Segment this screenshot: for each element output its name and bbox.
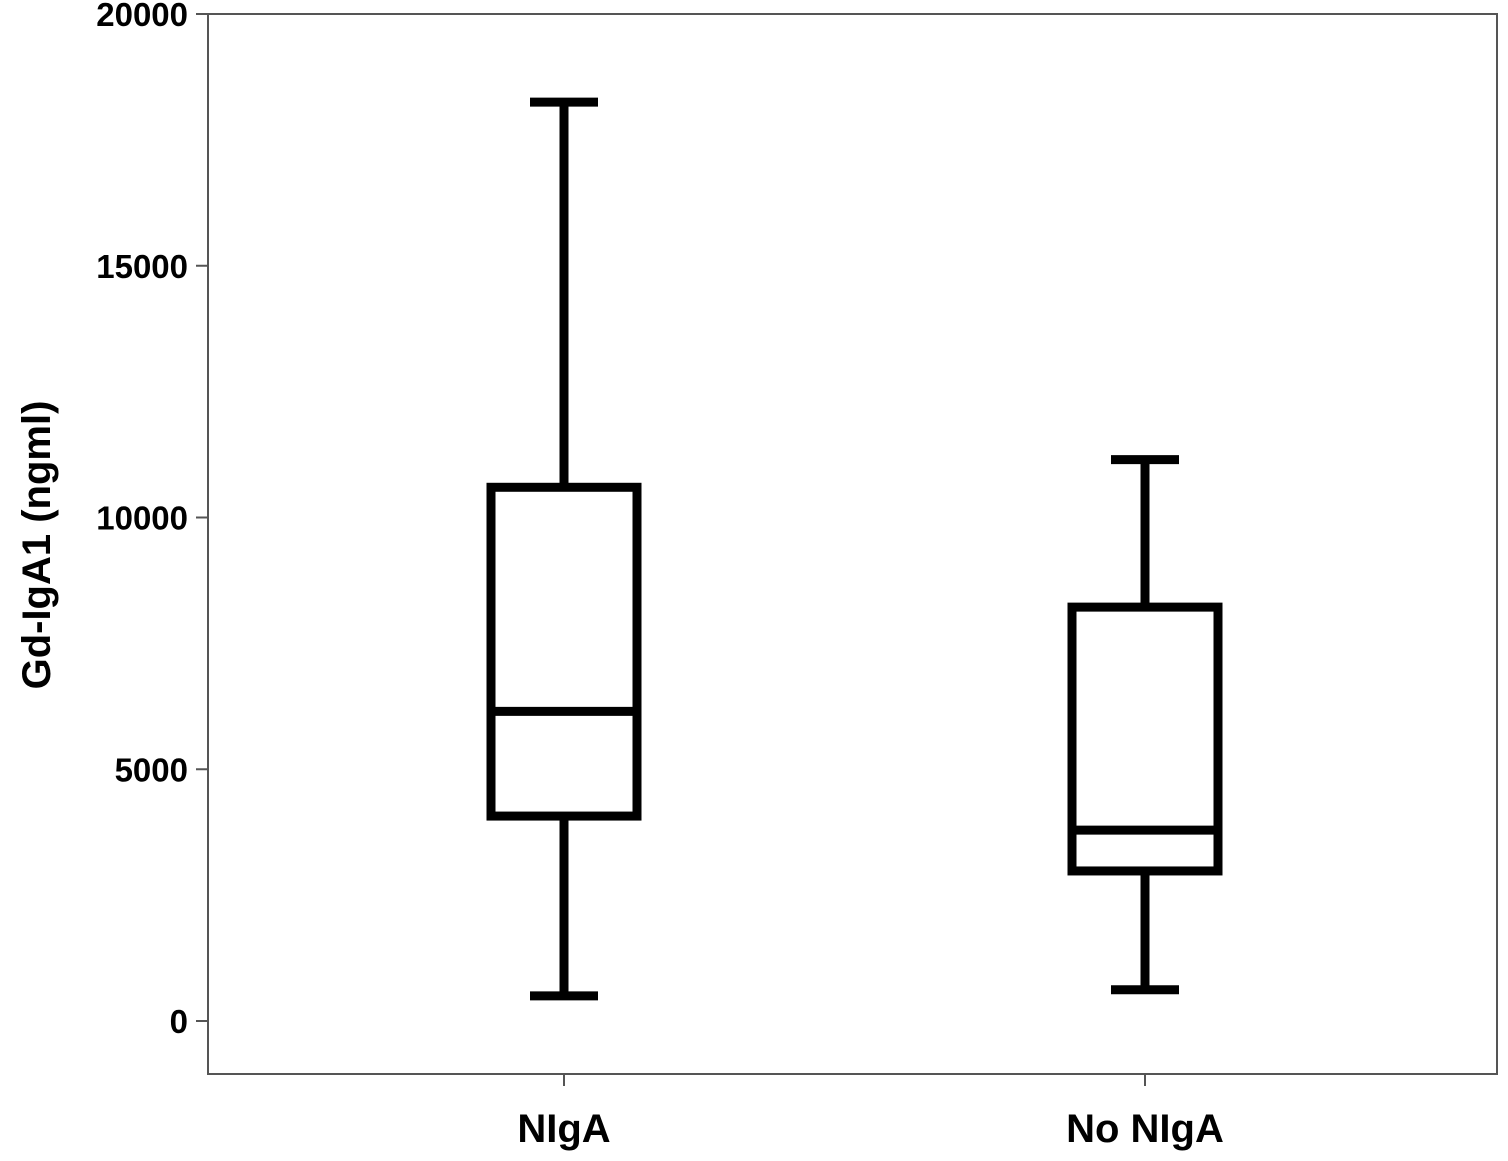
iqr-box — [486, 482, 642, 821]
boxes — [486, 97, 1223, 1001]
y-tick-label: 0 — [170, 1003, 188, 1040]
box-niga — [486, 97, 642, 1001]
box-no-niga — [1067, 455, 1223, 995]
x-tick-label: NIgA — [517, 1107, 610, 1151]
y-tick-label: 15000 — [96, 248, 188, 285]
y-tick-label: 10000 — [96, 500, 188, 537]
x-tick-label: No NIgA — [1066, 1107, 1224, 1151]
y-axis-label: Gd-IgA1 (ngml) — [15, 401, 59, 690]
plot-frame — [207, 13, 1498, 1075]
x-axis: NIgA No NIgA — [517, 1074, 1224, 1151]
y-tick-label: 5000 — [115, 751, 188, 788]
y-axis: 0 5000 10000 15000 20000 — [96, 0, 208, 1040]
y-tick-label: 20000 — [96, 0, 188, 33]
